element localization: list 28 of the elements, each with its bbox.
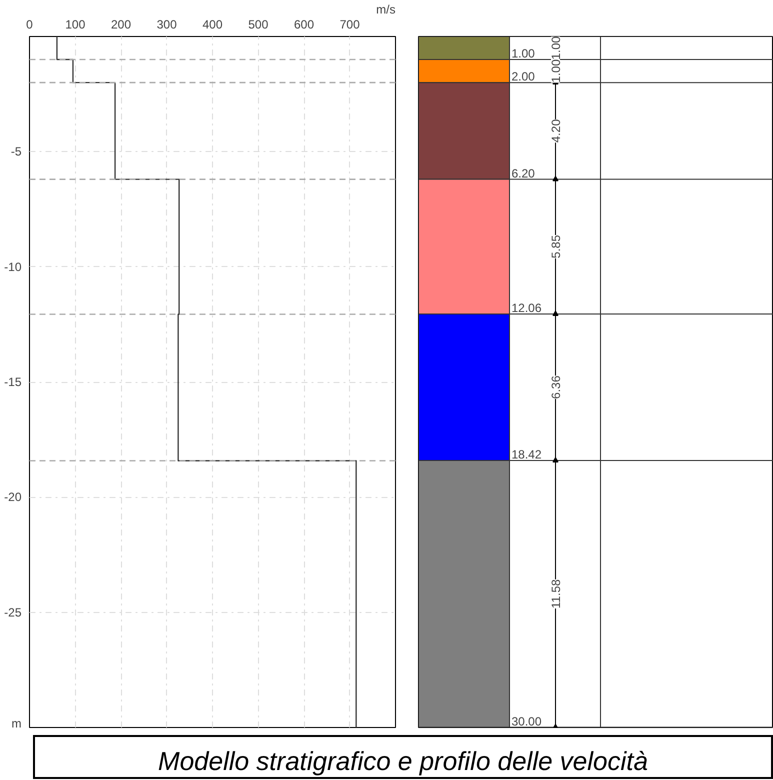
y-tick-label: m [12, 716, 22, 730]
y-tick-label: -15 [4, 375, 22, 389]
x-tick-label: 100 [65, 18, 86, 32]
text: 30.00 [512, 714, 542, 728]
y-tick-label: -10 [4, 260, 22, 274]
x-tick-label: 200 [110, 18, 132, 32]
x-tick-label: 400 [202, 18, 223, 32]
y-tick-label: -5 [10, 144, 22, 159]
text: Modello stratigrafico e profilo delle velocità [158, 745, 648, 778]
text: 18.42 [512, 448, 542, 462]
x-tick-label: 600 [294, 18, 314, 32]
text: 4.20 [549, 118, 563, 143]
x-tick-label: 500 [248, 18, 269, 32]
text: 12.06 [512, 301, 542, 316]
text: 1.00 [549, 36, 563, 60]
text: 1.00 [512, 46, 536, 61]
y-tick-label: -25 [4, 605, 22, 620]
x-tick-label: 300 [156, 18, 178, 32]
text: 6.20 [512, 166, 536, 180]
text: 2.00 [512, 70, 536, 84]
text: 11.58 [549, 579, 563, 608]
text: 6.36 [549, 375, 563, 399]
text: 5.85 [549, 234, 563, 258]
x-tick-label: 0 [26, 18, 34, 32]
text: 1.00 [549, 59, 563, 83]
x-axis-title: m/s [376, 2, 396, 16]
x-tick-label: 700 [340, 18, 360, 32]
y-tick-label: -20 [4, 490, 22, 504]
